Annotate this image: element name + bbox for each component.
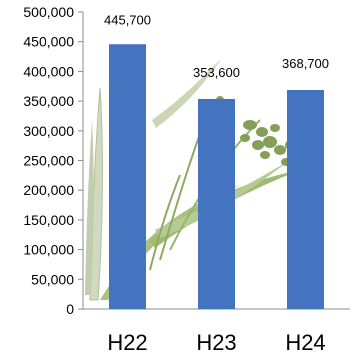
y-tick-label: 100,000	[23, 242, 74, 258]
x-tick-label-h22: H22	[107, 330, 147, 355]
y-axis-ticks: 0 50,000 100,000 150,000 200,000 250,000 300,0…	[23, 4, 83, 317]
data-label-h23: 353,600	[193, 65, 240, 80]
data-label-h22: 445,700	[104, 12, 151, 27]
bar-h23	[198, 98, 235, 309]
y-tick-label: 300,000	[23, 123, 74, 139]
y-tick-label: 150,000	[23, 212, 74, 228]
y-tick-label: 500,000	[23, 4, 74, 20]
x-tick-label-h24: H24	[285, 330, 325, 355]
data-label-h24: 368,700	[282, 56, 329, 71]
y-tick-label: 450,000	[23, 34, 74, 50]
bar-h24	[287, 89, 324, 309]
y-tick-label: 200,000	[23, 182, 74, 198]
data-labels: 445,700 353,600 368,700	[104, 12, 329, 80]
plant-leaf-upper	[152, 58, 222, 128]
y-tick-label: 350,000	[23, 93, 74, 109]
bar-h22	[109, 44, 146, 309]
y-tick-label: 0	[66, 301, 74, 317]
y-tick-label: 50,000	[31, 271, 74, 287]
bar-series	[109, 44, 324, 309]
y-tick-label: 250,000	[23, 153, 74, 169]
plant-leaf-left	[85, 120, 94, 295]
x-tick-label-h23: H23	[196, 330, 236, 355]
y-tick-label: 400,000	[23, 63, 74, 79]
plant-stem-3	[149, 174, 181, 271]
x-axis-labels: H22 H23 H24	[107, 330, 325, 355]
